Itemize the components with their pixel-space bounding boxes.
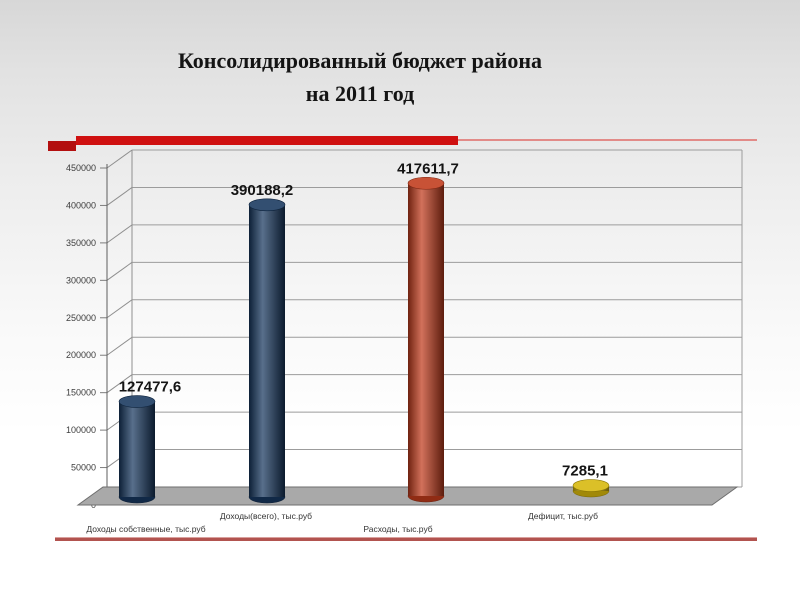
category-label: Расходы, тыс.руб bbox=[363, 524, 432, 534]
y-axis-tick-label: 400000 bbox=[66, 200, 96, 210]
category-label: Доходы собственные, тыс.руб bbox=[86, 524, 205, 534]
cylinder-body bbox=[249, 204, 285, 497]
y-axis-tick-label: 200000 bbox=[66, 350, 96, 360]
red-accent-bar bbox=[76, 136, 458, 145]
cylinder-body bbox=[408, 183, 444, 496]
sidewall-gridline bbox=[106, 374, 133, 394]
cylinder-top bbox=[407, 176, 445, 190]
sidewall-gridline bbox=[106, 299, 133, 319]
bar-value-label: 127477,6 bbox=[119, 379, 182, 396]
y-axis-tick-label: 150000 bbox=[66, 388, 96, 398]
chart-floor bbox=[76, 486, 739, 506]
cylinder-top bbox=[572, 479, 610, 492]
cylinder-body bbox=[119, 401, 155, 497]
cylinder-bar-4 bbox=[572, 479, 610, 498]
cylinder-top bbox=[118, 395, 156, 408]
red-accent-block bbox=[48, 141, 76, 151]
cylinder-bar-3 bbox=[407, 176, 445, 503]
sidewall-gridline bbox=[106, 261, 133, 281]
y-axis-tick-label: 250000 bbox=[66, 313, 96, 323]
sidewall-gridline bbox=[106, 187, 133, 206]
sidewall-gridline bbox=[106, 224, 133, 244]
slide-title-line2: на 2011 год bbox=[305, 81, 415, 106]
y-axis-tick-label: 350000 bbox=[66, 238, 96, 248]
red-thin-line-top bbox=[458, 139, 757, 141]
slide-title-line1: Консолидированный бюджет района bbox=[177, 48, 543, 73]
sidewall-gridline bbox=[106, 336, 133, 356]
category-label: Доходы(всего), тыс.руб bbox=[220, 511, 312, 521]
bar-value-label: 417611,7 bbox=[397, 160, 459, 177]
red-thin-line-bottom bbox=[55, 537, 757, 541]
y-axis-tick-label: 450000 bbox=[66, 163, 96, 173]
cylinder-bar-2 bbox=[248, 198, 286, 504]
bar-value-label: 7285,1 bbox=[562, 463, 608, 480]
cylinder-top bbox=[248, 198, 286, 212]
sidewall-gridline bbox=[106, 149, 133, 169]
category-label: Дефицит, тыс.руб bbox=[528, 511, 598, 521]
slide-title: Консолидированный бюджет района на 2011 … bbox=[110, 44, 610, 110]
y-axis-tick-label: 50000 bbox=[71, 463, 96, 473]
cylinder-bar-1 bbox=[118, 395, 156, 504]
y-axis-tick-label: 100000 bbox=[66, 425, 96, 435]
y-axis-tick-label: 300000 bbox=[66, 275, 96, 285]
bar-value-label: 390188,2 bbox=[231, 182, 294, 199]
